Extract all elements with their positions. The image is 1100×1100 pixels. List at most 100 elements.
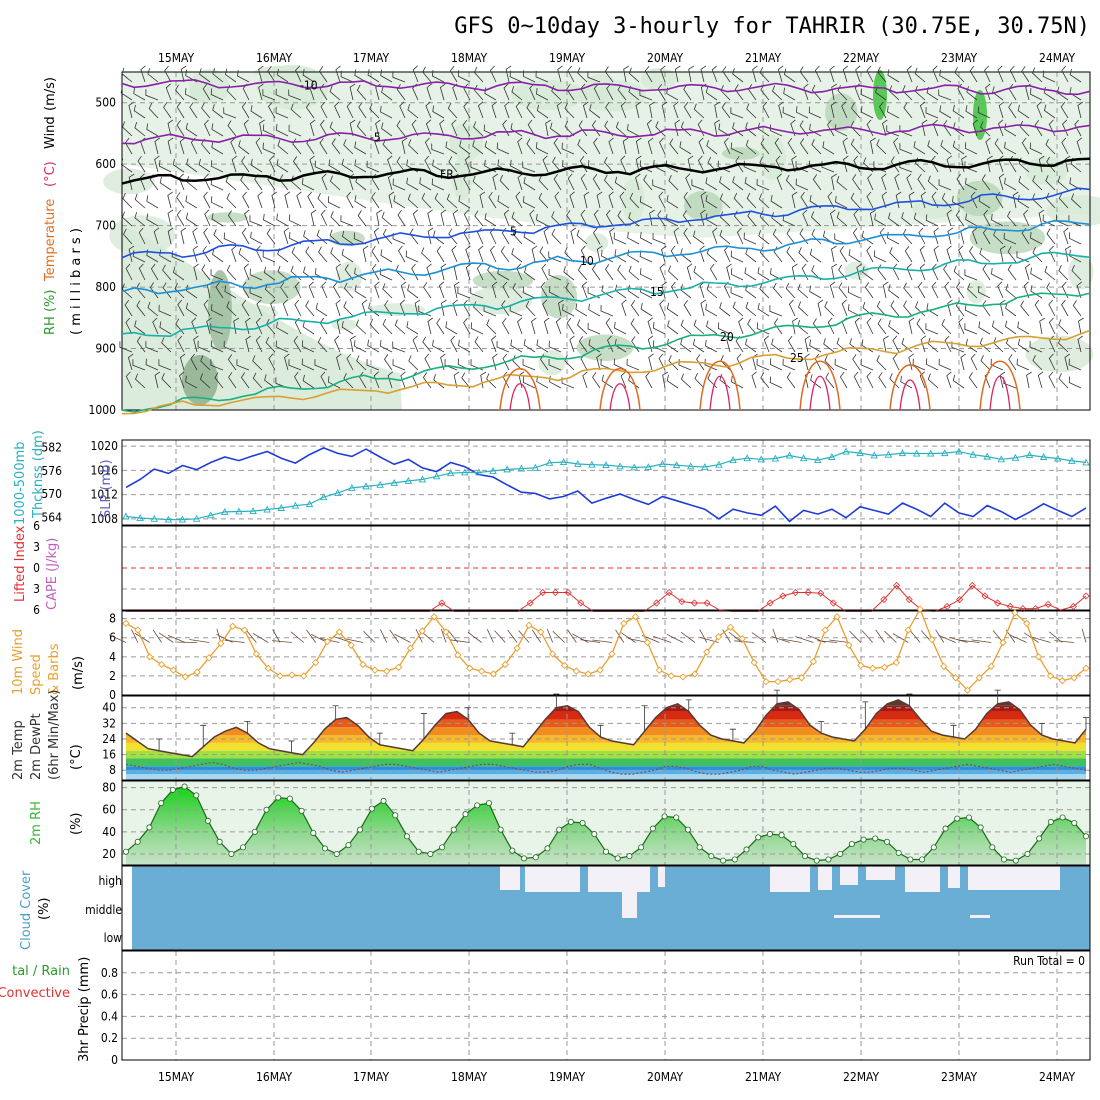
wind-barb [301,340,315,353]
minmax-bar [376,732,383,745]
wind-barb [288,214,302,227]
wind-barb-10m [849,630,862,643]
wind-barb [577,264,588,281]
isotherm-35-cell [899,379,921,411]
wind-barb [947,299,953,317]
wind-barb [132,359,146,371]
rh-patch [472,270,534,291]
wind-barb [401,137,408,155]
wind-barb [969,246,978,263]
wind-barb [425,119,432,137]
wind-barb [259,119,265,137]
wind-barb [1032,67,1043,83]
wind-barb [639,160,653,173]
rh-marker [368,805,375,812]
wind-barb [302,320,315,335]
rh-marker [661,813,668,820]
wind-barb-10m [722,629,731,643]
wind-barb [1064,353,1071,371]
rh-patch [1046,195,1100,227]
wind-barb [906,173,913,191]
wind-barb [1007,246,1017,263]
wind-barb [540,281,549,299]
wind-barb [497,195,510,209]
wind-barb [426,263,432,281]
wind-barb [396,156,406,173]
wind-barb [824,355,835,371]
wind-barb [564,120,575,137]
top-date-label: 16MAY [256,51,293,65]
wind-barb [120,158,133,173]
wind-barb [484,213,497,227]
wind-barb [639,196,653,209]
wind-barb [810,374,822,389]
wind-speed-marker [240,626,249,634]
wind-barb [829,65,835,83]
wind-barb [756,178,770,191]
wind-barb [964,323,978,335]
wind-barb [620,101,627,119]
wind-barb [1072,300,1082,317]
wind-barb [172,266,185,281]
wind-barb [614,321,627,335]
wind-barb [1007,264,1017,281]
wind-barb [577,67,588,83]
pressure-tick: 800 [95,280,116,294]
wind-speed-marker [1082,664,1090,672]
wind-barb [993,229,1004,245]
wind-barb [543,317,550,335]
thickness-marker [983,452,991,460]
wind-speed-marker [833,613,841,621]
wind-barb [164,65,172,83]
wind-barb [1017,194,1030,209]
rh-marker [392,812,399,819]
wind-barb [179,353,186,371]
thickness-marker [446,469,455,477]
wind-barb-10m [699,629,708,643]
wind-barb [512,355,523,371]
minmax-bar [1083,717,1089,730]
wind-barb [330,247,341,263]
cloud-level-label: low [104,931,123,945]
wind-barb [736,227,744,245]
wind-speed-marker [323,637,332,646]
wind-barb [542,155,549,173]
thickness-marker [475,468,483,476]
wind-barb [523,177,536,191]
rh-marker [123,848,130,855]
thickness-marker [602,461,610,469]
thickness-tick: 576 [41,464,62,478]
wind-barb [659,137,666,155]
wind-barb [577,319,588,335]
wind-ylabel: 10m Wind [11,629,26,695]
thickness-marker [757,455,766,463]
wind-barb [804,371,811,389]
wind-barb [459,140,471,155]
wind-barb [1049,335,1056,353]
wind-barb [895,191,902,209]
bottom-date-label: 20MAY [647,1070,684,1084]
wind-barb-10m [751,632,767,643]
wind-barb [1016,358,1030,371]
wind-barb [167,227,174,245]
wind-barb [282,299,289,317]
wind-barb [382,228,393,245]
clear-sky-block [818,866,832,890]
wind-barb [604,66,614,83]
wind-barb [792,317,798,335]
wind-barb [785,174,796,191]
wind-barb [1077,101,1084,119]
wind-barb-10m [567,629,577,643]
rh-marker [181,783,188,790]
wind-barb [914,85,926,101]
wind-barb [161,373,172,389]
wind-speed-marker [821,626,829,634]
temp-ylabel: (6hr Min/Max) [47,690,62,780]
wind-barb [946,209,952,227]
wind-barb [439,83,446,101]
wind-barb [941,319,952,335]
wind-barb [500,246,510,263]
wind-barb [434,193,445,209]
ylabel-precip: 3hr Precip (mm) [77,957,92,1062]
thickness-marker [432,472,441,480]
